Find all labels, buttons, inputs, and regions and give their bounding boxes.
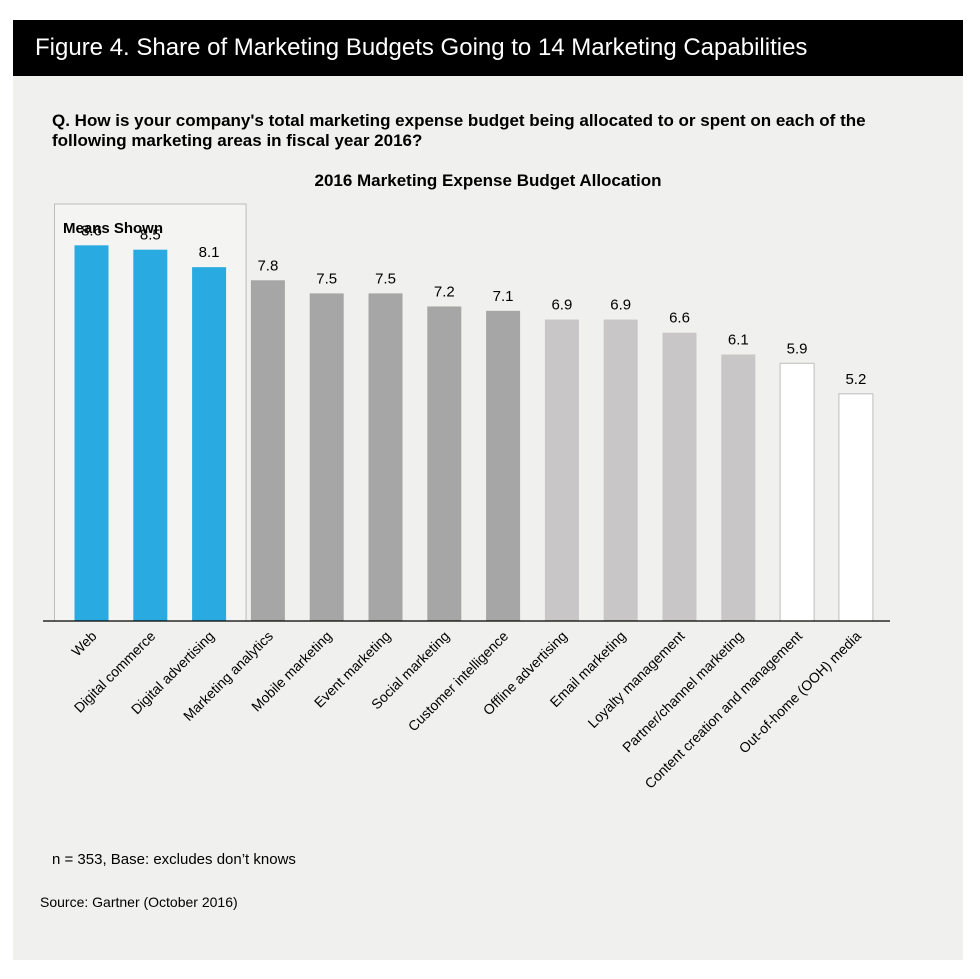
category-label: Web bbox=[68, 628, 100, 660]
data-label: 8.1 bbox=[199, 244, 220, 261]
bar bbox=[250, 280, 285, 621]
bar bbox=[368, 293, 403, 621]
bar bbox=[74, 245, 109, 621]
means-shown-label: Means Shown bbox=[63, 220, 163, 237]
bar bbox=[427, 306, 462, 621]
bar bbox=[603, 319, 638, 621]
data-label: 7.1 bbox=[493, 288, 514, 305]
bar bbox=[662, 332, 697, 621]
data-label: 8.5 bbox=[140, 227, 161, 244]
data-label: 7.5 bbox=[375, 270, 396, 287]
data-label: 7.2 bbox=[434, 283, 455, 300]
figure-banner-title: Figure 4. Share of Marketing Budgets Goi… bbox=[13, 20, 963, 76]
category-label: Customer intelligence bbox=[405, 628, 512, 735]
data-label: 7.5 bbox=[316, 270, 337, 287]
data-label: 5.2 bbox=[845, 371, 866, 388]
data-label: 6.6 bbox=[669, 310, 690, 327]
survey-question: Q. How is your company's total marketing… bbox=[52, 111, 866, 150]
data-label: 8.6 bbox=[81, 222, 102, 239]
figure-panel: Figure 4. Share of Marketing Budgets Goi… bbox=[13, 20, 963, 960]
category-label: Loyalty management bbox=[584, 628, 687, 731]
bar bbox=[838, 393, 874, 622]
bar bbox=[544, 319, 579, 621]
bar bbox=[721, 354, 756, 621]
bar bbox=[192, 267, 227, 621]
data-label: 6.9 bbox=[551, 297, 572, 314]
bar bbox=[309, 293, 344, 621]
data-label: 5.9 bbox=[787, 340, 808, 357]
bar bbox=[133, 249, 168, 621]
chart-title: 2016 Marketing Expense Budget Allocation bbox=[314, 171, 662, 190]
data-label: 7.8 bbox=[257, 257, 278, 274]
category-label: Partner/channel marketing bbox=[619, 628, 746, 755]
source-note: Source: Gartner (October 2016) bbox=[40, 894, 238, 910]
bar bbox=[779, 362, 815, 622]
data-label: 6.1 bbox=[728, 332, 749, 349]
category-label: Out-of-home (OOH) media bbox=[736, 628, 865, 757]
bar bbox=[486, 310, 521, 621]
sample-note: n = 353, Base: excludes don’t knows bbox=[52, 851, 296, 868]
data-label: 6.9 bbox=[610, 297, 631, 314]
